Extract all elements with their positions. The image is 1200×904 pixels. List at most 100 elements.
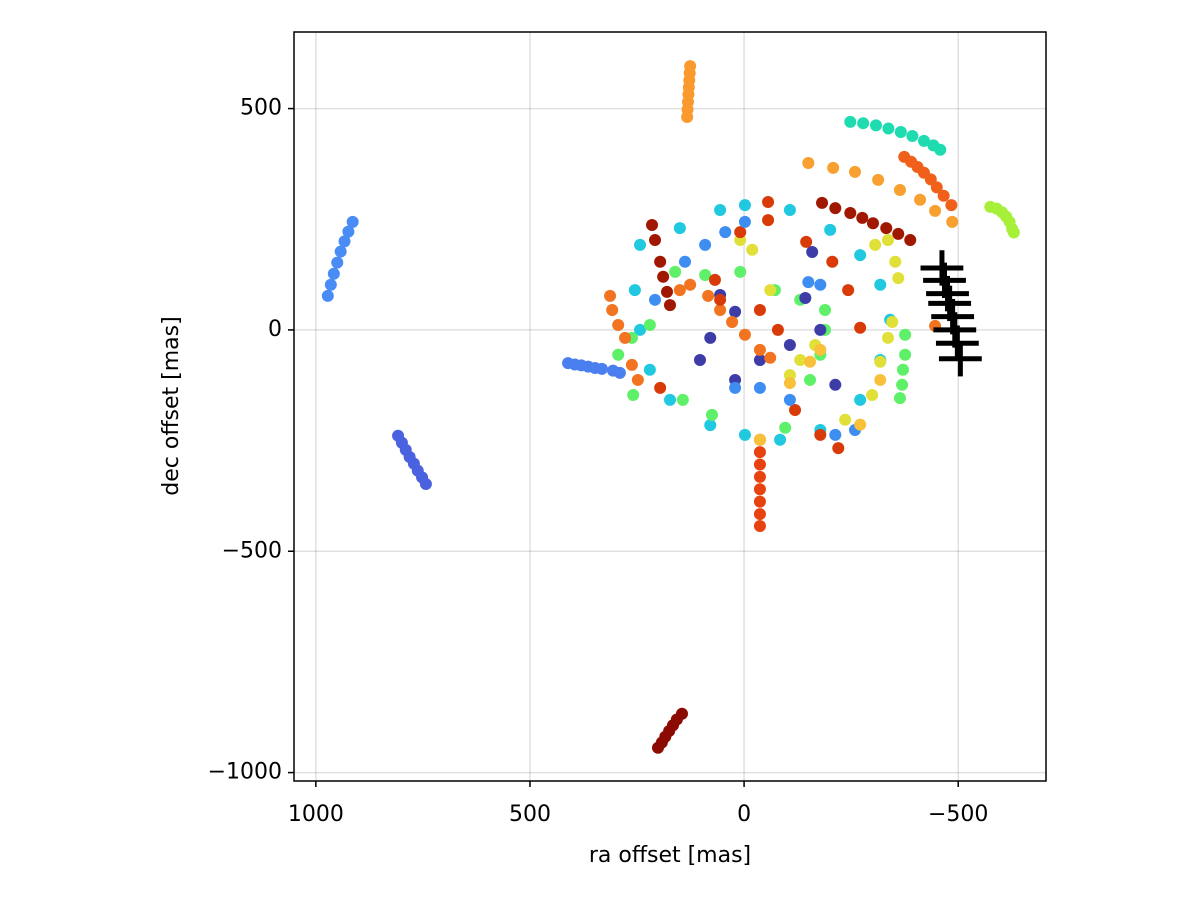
scatter-point — [669, 265, 682, 278]
scatter-point — [699, 238, 712, 251]
scatter-point — [945, 199, 958, 212]
scatter-point — [738, 215, 751, 228]
scatter-point — [646, 219, 659, 232]
scatter-point — [342, 225, 355, 238]
scatter-point — [829, 202, 842, 215]
scatter-point — [889, 255, 902, 268]
y-tick-label: −1000 — [208, 760, 282, 785]
scatter-point — [946, 215, 959, 228]
scatter-point — [705, 408, 718, 421]
scatter-point — [804, 373, 817, 386]
scatter-point — [814, 278, 827, 291]
scatter-point — [649, 293, 662, 306]
scatter-point — [827, 161, 840, 174]
scatter-point — [729, 381, 742, 394]
scatter-point — [714, 293, 727, 306]
scatter-point — [753, 470, 766, 483]
scatter-point — [649, 234, 662, 247]
scatter-point — [842, 284, 855, 297]
scatter-point — [814, 428, 827, 441]
scatter-point — [753, 520, 766, 533]
scatter-point — [881, 234, 894, 247]
scatter-point — [321, 289, 334, 302]
scatter-point — [334, 245, 347, 258]
scatter-point — [917, 134, 930, 147]
scatter-point — [874, 355, 887, 368]
plot-frame — [293, 31, 1047, 782]
scatter-point — [872, 173, 885, 186]
scatter-point — [826, 255, 839, 268]
scatter-point — [894, 126, 907, 139]
scatter-point — [619, 331, 632, 344]
scatter-point — [327, 267, 340, 280]
x-tick-label: 500 — [509, 802, 551, 827]
scatter-point — [753, 354, 766, 367]
scatter-point — [904, 234, 917, 247]
scatter-point — [881, 331, 894, 344]
scatter-point — [829, 378, 842, 391]
scatter-point — [324, 278, 337, 291]
scatter-point — [866, 217, 879, 230]
scatter-point — [693, 354, 706, 367]
scatter-point — [681, 110, 694, 123]
scatter-point — [886, 315, 899, 328]
scatter-point — [631, 373, 644, 386]
scatter-point — [779, 421, 792, 434]
grid — [294, 32, 1046, 781]
scatter-point — [734, 226, 747, 239]
y-axis-label: dec offset [mas] — [159, 316, 184, 495]
scatter-point — [814, 343, 827, 356]
labels: 1000 500 0 −500 −1000 −500 0 500 — [208, 96, 989, 827]
scatter-point — [783, 377, 796, 390]
scatter-point — [802, 157, 815, 170]
scatter-point — [893, 184, 906, 197]
scatter-point — [673, 222, 686, 235]
scatter-point — [753, 446, 766, 459]
scatter-point — [699, 269, 712, 282]
scatter-point — [719, 226, 732, 239]
scatter-point — [753, 508, 766, 521]
scatter-point — [612, 348, 625, 361]
y-tick-label: 500 — [240, 96, 282, 121]
scatter-point — [844, 207, 857, 220]
scatter-point — [849, 165, 862, 178]
scatter-point — [753, 381, 766, 394]
scatter-point — [856, 211, 869, 224]
scatter-point — [654, 255, 667, 268]
scatter-point — [595, 362, 608, 375]
scatter-point — [794, 354, 807, 367]
scatter-point — [738, 199, 751, 212]
scatter-point — [899, 328, 912, 341]
scatter-point — [783, 393, 796, 406]
scatter-point — [929, 204, 942, 217]
scatter-point — [634, 323, 647, 336]
scatter-point — [802, 276, 815, 289]
x-tick-label: 1000 — [288, 802, 344, 827]
y-tick-label: 0 — [268, 317, 282, 342]
scatter-point — [844, 115, 857, 128]
scatter-point — [654, 381, 667, 394]
scatter-point — [338, 235, 351, 248]
scatter-point — [906, 130, 919, 143]
scatter-point — [704, 331, 717, 344]
scatter-point — [762, 195, 775, 208]
scatter-point — [800, 235, 813, 248]
scatter-point — [896, 363, 909, 376]
scatter-point — [346, 215, 359, 228]
scatter-point — [832, 442, 845, 455]
scatter-point — [643, 319, 656, 332]
scatter-point — [814, 323, 827, 336]
scatter-point — [613, 366, 626, 379]
x-tick-label: −500 — [928, 802, 988, 827]
scatter-point — [893, 392, 906, 405]
scatter-point — [762, 214, 775, 227]
scatter-point — [704, 419, 717, 432]
scatter-point — [753, 483, 766, 496]
scatter-point — [753, 343, 766, 356]
scatter-point — [746, 243, 759, 256]
y-tick-label: −500 — [222, 538, 282, 563]
scatter-point — [627, 388, 640, 401]
scatter-point — [675, 707, 688, 720]
scatter-point — [774, 433, 787, 446]
